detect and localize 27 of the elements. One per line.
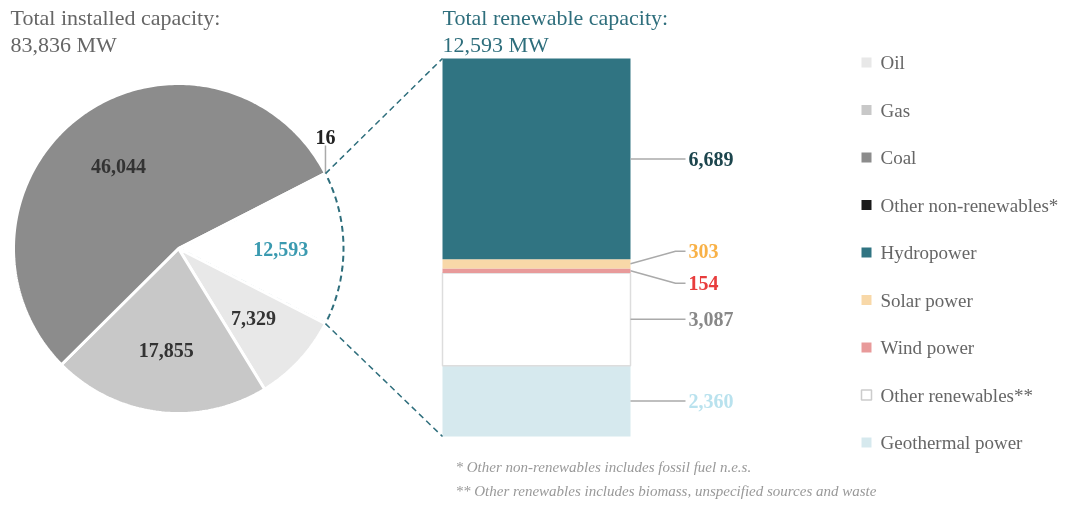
legend-label: Geothermal power — [880, 432, 1024, 453]
data-label: 303 — [688, 240, 719, 263]
data-label: 6,689 — [688, 147, 734, 170]
data-label: 17,855 — [138, 339, 194, 362]
bar — [441, 272, 632, 367]
bar — [442, 365, 631, 437]
data-label: 154 — [688, 272, 719, 295]
legend-label: Solar power — [880, 289, 974, 311]
legend-label: Other renewables** — [880, 384, 1033, 406]
bar — [442, 259, 631, 269]
data-label: 3,087 — [688, 308, 734, 331]
bar — [442, 268, 631, 273]
legend-label: Coal — [880, 147, 917, 168]
legend-label: Gas — [880, 99, 911, 121]
data-label: 2,360 — [688, 390, 734, 413]
legend-label: Wind power — [880, 337, 975, 358]
chart-title: Total renewable capacity: 12,593 MW — [442, 4, 669, 57]
data-label: 7,329 — [231, 307, 277, 330]
text: ** Other renewables includes biomass, unspecified sources and waste — [455, 482, 877, 499]
text: Hydropower — [880, 242, 978, 263]
data-label: 16 — [315, 125, 336, 148]
chart-title: Total installed capacity: 83,836 MW — [10, 4, 221, 57]
legend-label: Other non-renewables* — [880, 194, 1059, 216]
data-label: 12,593 — [253, 237, 309, 260]
text: * Other non-renewables includes fossil fuel n.e.s. — [455, 458, 752, 475]
data-label: 46,044 — [90, 154, 146, 177]
legend-label: Oil — [880, 52, 905, 73]
